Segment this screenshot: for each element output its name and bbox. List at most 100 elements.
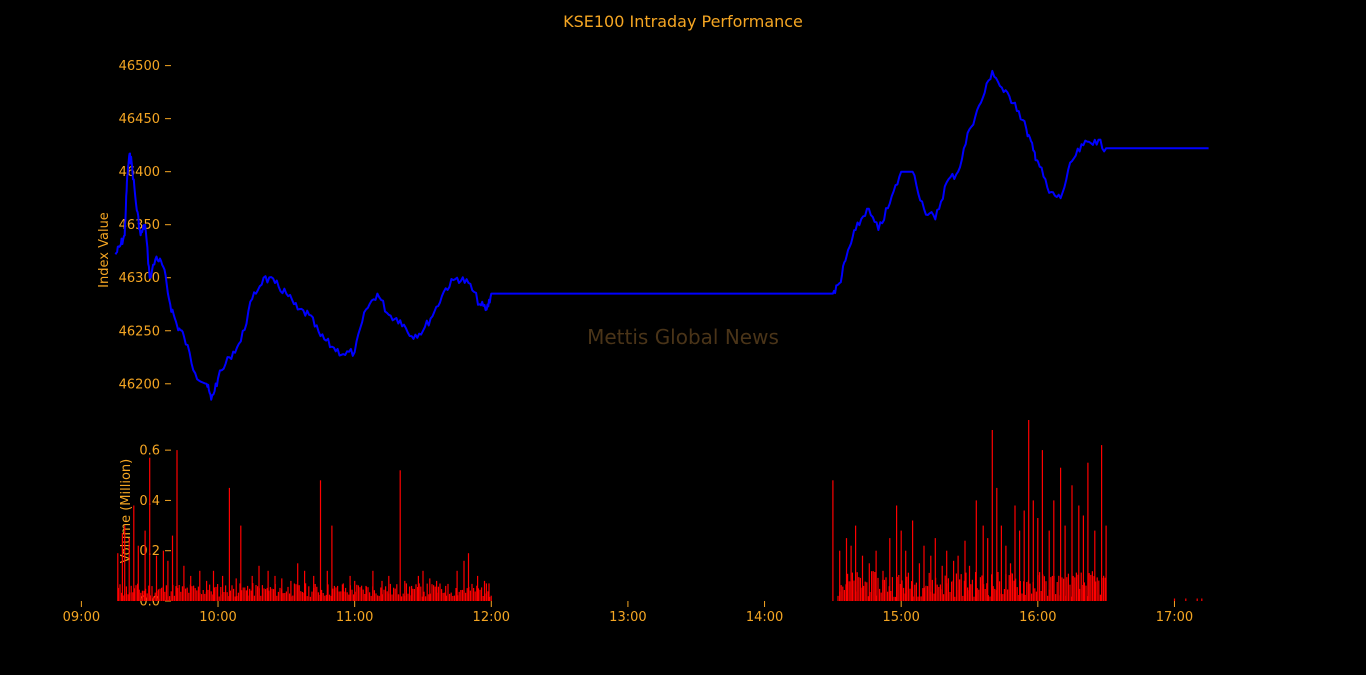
volume-bar — [875, 550, 877, 601]
volume-bar — [223, 592, 225, 601]
volume-bar — [167, 560, 169, 601]
volume-bar — [365, 586, 367, 601]
volume-bar — [901, 580, 903, 601]
volume-bar — [124, 525, 126, 601]
volume-bar — [1064, 595, 1066, 601]
volume-bar — [1015, 578, 1017, 601]
volume-bar — [411, 585, 413, 601]
volume-bar — [887, 591, 889, 601]
volume-bar — [1079, 588, 1081, 601]
volume-bar — [429, 578, 431, 601]
volume-bar — [319, 480, 322, 601]
volume-bar — [151, 586, 153, 601]
volume-bar — [321, 589, 323, 601]
volume-bar — [304, 570, 306, 601]
volume-bar — [444, 592, 446, 601]
volume-bar — [1055, 594, 1057, 601]
volume-bar — [934, 538, 936, 601]
volume-bar — [1077, 574, 1079, 601]
volume-bar — [1078, 505, 1080, 601]
volume-bar — [284, 593, 286, 601]
volume-bar — [345, 587, 347, 601]
volume-bar — [971, 579, 973, 601]
volume-bar — [378, 595, 380, 601]
volume-bar — [186, 587, 188, 601]
volume-bar — [409, 586, 411, 601]
volume-bar — [422, 570, 424, 601]
volume-bar — [1064, 525, 1066, 601]
volume-bar — [173, 595, 175, 601]
volume-bar — [954, 596, 956, 601]
volume-bar — [453, 595, 455, 601]
time-x-tick-label: 15:00 — [882, 610, 919, 625]
volume-bar — [1031, 593, 1033, 601]
volume-bar — [162, 586, 164, 601]
volume-bar — [124, 593, 126, 601]
volume-bar — [871, 571, 873, 601]
volume-bar — [209, 584, 211, 601]
volume-bar — [987, 595, 989, 601]
volume-bar — [975, 572, 977, 601]
volume-bar — [1080, 572, 1082, 601]
volume-bar — [845, 538, 848, 601]
volume-bar — [337, 585, 339, 601]
volume-bar — [128, 538, 130, 601]
index-value-line — [114, 69, 1209, 401]
volume-bar — [1101, 577, 1103, 601]
volume-bar — [206, 580, 208, 601]
volume-bar — [996, 487, 998, 601]
volume-bar — [973, 596, 975, 601]
volume-bar — [260, 595, 262, 601]
volume-bar — [976, 588, 978, 601]
volume-bar — [919, 596, 921, 601]
volume-bar — [322, 593, 324, 601]
volume-bar — [859, 577, 861, 601]
volume-bar — [1042, 574, 1044, 601]
volume-bar — [324, 595, 326, 601]
volume-bar — [983, 584, 985, 601]
volume-bar — [436, 592, 438, 601]
volume-bar — [905, 550, 907, 601]
volume-bar — [281, 589, 283, 601]
volume-bar — [999, 581, 1001, 601]
volume-bar — [156, 590, 158, 601]
time-x-tick-label: 14:00 — [746, 610, 783, 625]
volume-bar — [912, 520, 914, 601]
volume-bar — [220, 587, 222, 601]
time-x-tick-label: 17:00 — [1156, 610, 1193, 625]
volume-bar — [968, 590, 970, 601]
volume-bar — [245, 590, 247, 601]
volume-bar — [330, 596, 332, 601]
volume-bar — [172, 584, 174, 601]
price-y-tick-label: 46500 — [119, 59, 160, 74]
volume-bar — [317, 592, 319, 601]
volume-bar — [222, 575, 224, 601]
volume-bar — [247, 585, 249, 601]
volume-bar — [482, 596, 484, 601]
volume-bar — [290, 596, 292, 601]
volume-bar — [891, 577, 893, 601]
volume-bar — [928, 572, 930, 601]
volume-bar — [883, 579, 885, 601]
volume-bar — [879, 588, 881, 601]
volume-bar — [314, 584, 316, 601]
volume-bar — [300, 591, 302, 601]
volume-bar — [325, 594, 327, 601]
volume-bar — [402, 593, 404, 601]
volume-bar — [274, 584, 276, 601]
volume-bar — [1059, 595, 1061, 601]
volume-bar — [1103, 575, 1105, 601]
volume-bar — [477, 575, 479, 601]
volume-bar — [1104, 577, 1106, 601]
price-y-tick-label: 46450 — [119, 112, 160, 127]
time-x-tick-label: 12:00 — [473, 610, 510, 625]
volume-bar — [439, 583, 441, 601]
volume-bar — [850, 545, 852, 601]
volume-bar — [904, 593, 906, 601]
volume-bar — [449, 593, 451, 601]
volume-bar — [167, 596, 169, 601]
volume-bar — [481, 587, 483, 601]
volume-bar — [896, 576, 898, 601]
volume-bar — [471, 583, 473, 601]
